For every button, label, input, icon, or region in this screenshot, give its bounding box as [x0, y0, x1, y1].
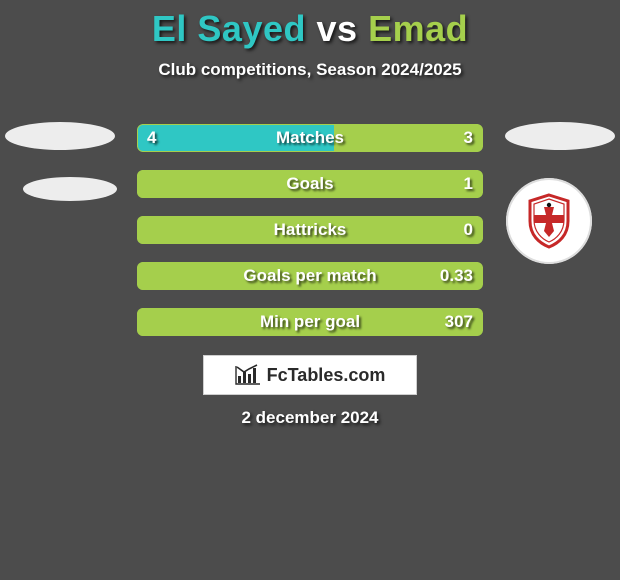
- stat-row: 307Min per goal: [137, 308, 483, 336]
- comparison-infographic: El Sayed vs Emad Club competitions, Seas…: [0, 0, 620, 580]
- player1-club-placeholder: [23, 177, 117, 201]
- player2-name: Emad: [368, 8, 468, 49]
- bar-fill-left: [137, 124, 334, 152]
- brand-box[interactable]: FcTables.com: [203, 355, 417, 395]
- stats-bars: 43Matches 1Goals 0Hattricks 0.33Goals per m…: [137, 124, 483, 354]
- bar-fill-right: [137, 170, 483, 198]
- stat-row: 0.33Goals per match: [137, 262, 483, 290]
- player2-club-badge: [506, 178, 592, 264]
- player1-name: El Sayed: [152, 8, 306, 49]
- player1-avatar-placeholder: [5, 122, 115, 150]
- zamalek-shield-icon: [526, 193, 572, 249]
- page-title: El Sayed vs Emad: [0, 8, 620, 50]
- brand-text: FcTables.com: [267, 365, 386, 386]
- bar-fill-right: [137, 262, 483, 290]
- bar-fill-right: [334, 124, 483, 152]
- bar-chart-icon: [235, 364, 261, 386]
- stat-row: 0Hattricks: [137, 216, 483, 244]
- title-row: El Sayed vs Emad: [0, 0, 620, 50]
- subtitle: Club competitions, Season 2024/2025: [0, 60, 620, 80]
- stat-row: 1Goals: [137, 170, 483, 198]
- player2-avatar-placeholder: [505, 122, 615, 150]
- date-text: 2 december 2024: [0, 408, 620, 428]
- bar-fill-right: [137, 216, 483, 244]
- bar-fill-right: [137, 308, 483, 336]
- stat-row: 43Matches: [137, 124, 483, 152]
- vs-text: vs: [317, 8, 358, 49]
